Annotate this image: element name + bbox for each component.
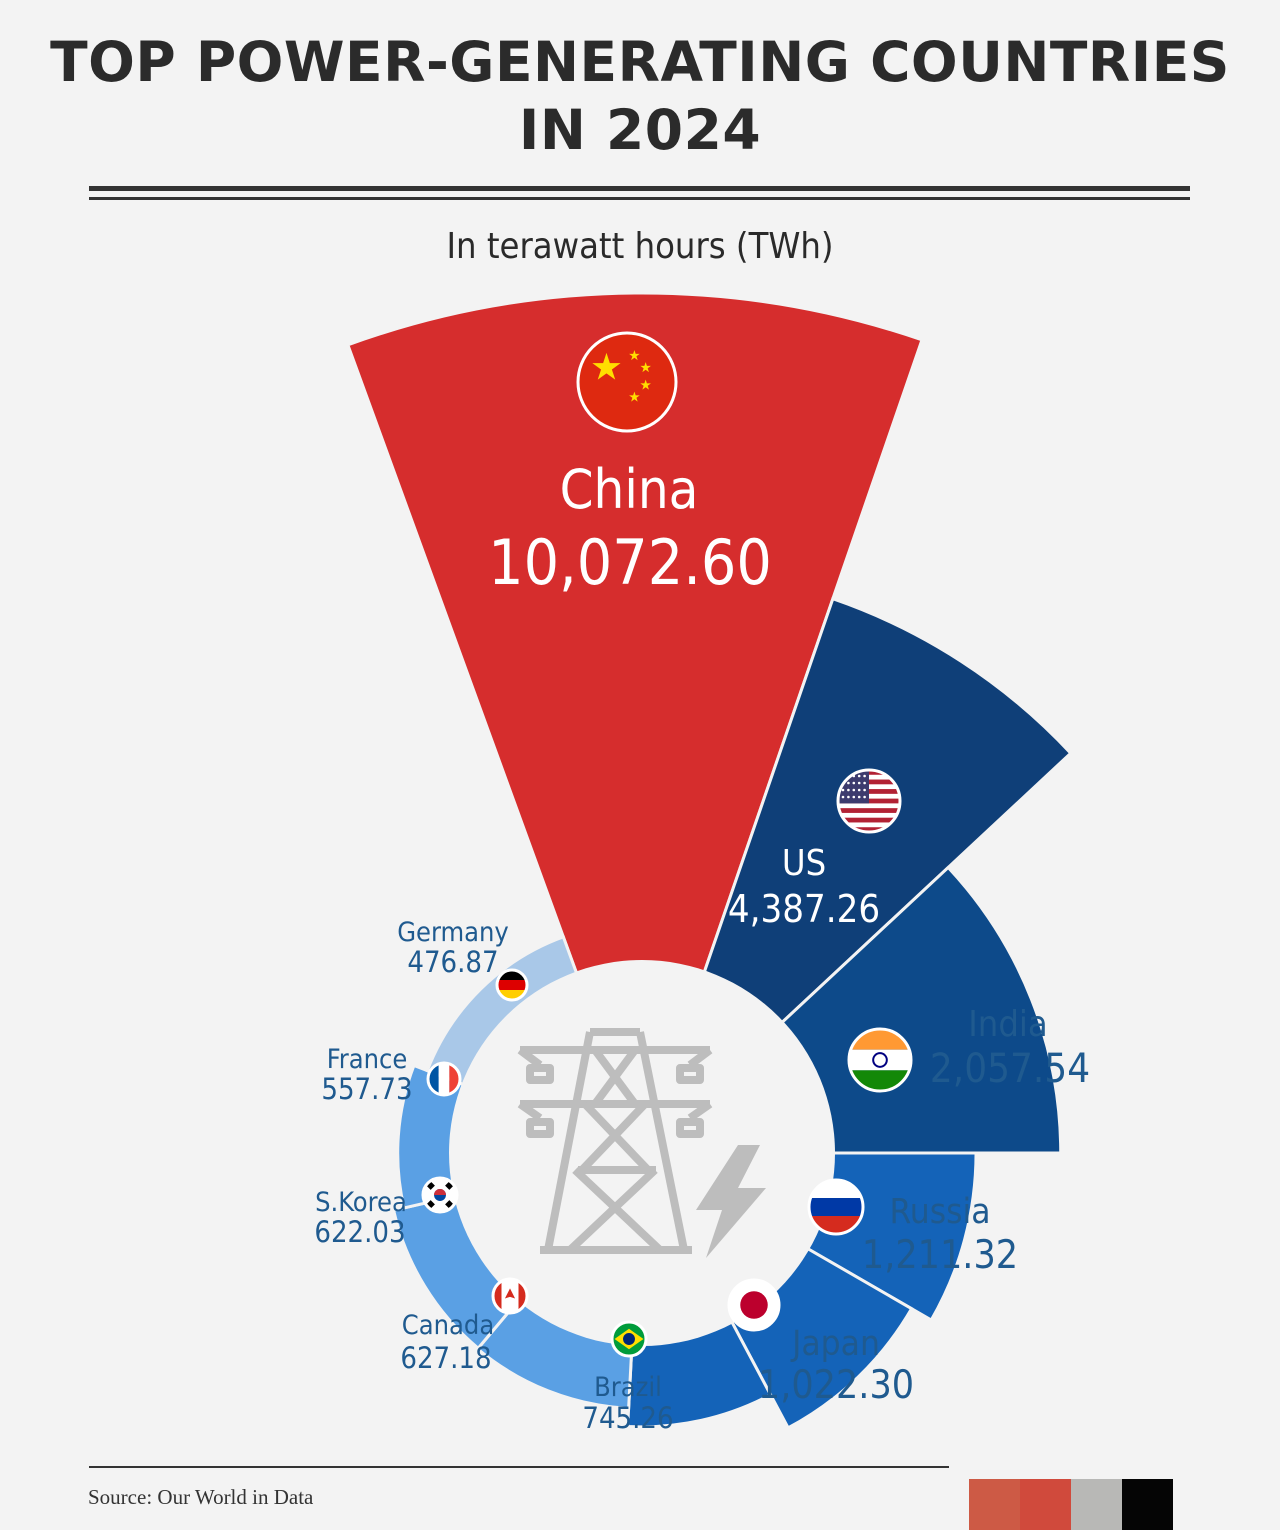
value-label-russia: 1,211.32: [862, 1233, 1018, 1278]
country-label-canada: Canada: [402, 1310, 494, 1341]
chart-subtitle: In terawatt hours (TWh): [446, 226, 834, 267]
svg-text:★: ★: [628, 390, 640, 406]
canada-flag-icon: [491, 1277, 529, 1315]
country-label-japan: Japan: [790, 1324, 880, 1364]
palette-swatch: [969, 1479, 1020, 1530]
source-note: Source: Our World in Data: [88, 1485, 314, 1509]
title-rule-thick: [89, 186, 1190, 191]
svg-text:★: ★: [639, 360, 651, 376]
country-label-brazil: Brazil: [594, 1372, 662, 1403]
palette-swatch: [1071, 1479, 1122, 1530]
japan-flag-icon: [727, 1278, 781, 1332]
svg-text:★: ★: [628, 348, 640, 364]
country-label-china: China: [560, 458, 699, 521]
chart-title-line2: IN 2024: [518, 98, 762, 162]
france-flag-icon: [426, 1061, 462, 1097]
palette-swatch: [1122, 1479, 1173, 1530]
footer-rule: [89, 1466, 949, 1468]
value-label-japan: 1,022.30: [758, 1363, 914, 1408]
chart-title-line1: TOP POWER-GENERATING COUNTRIES: [50, 30, 1230, 94]
value-label-canada: 627.18: [400, 1341, 491, 1375]
china-flag-icon: ★ ★★★★: [576, 331, 678, 433]
value-label-south-korea: 622.03: [314, 1215, 405, 1249]
russia-flag-icon: [807, 1178, 865, 1236]
brazil-flag-icon: [610, 1320, 648, 1358]
value-label-india: 2,057.54: [930, 1046, 1090, 1092]
title-rule-thin: [89, 197, 1190, 200]
svg-text:★: ★: [639, 377, 651, 393]
svg-text:★: ★: [590, 346, 623, 389]
value-label-france: 557.73: [321, 1072, 412, 1106]
value-label-china: 10,072.60: [488, 526, 772, 599]
country-label-us: US: [782, 843, 826, 884]
us-flag-icon: [836, 768, 902, 834]
value-label-brazil: 745.26: [582, 1401, 673, 1435]
palette-swatch: [1020, 1479, 1071, 1530]
country-label-india: India: [968, 1004, 1048, 1045]
country-label-russia: Russia: [889, 1192, 990, 1232]
country-label-south-korea: S.Korea: [315, 1187, 407, 1218]
lightning-icon: [696, 1145, 766, 1258]
power-tower-lightning-icon: [517, 1028, 713, 1254]
south-korea-flag-icon: [421, 1176, 459, 1214]
india-flag-icon: [847, 1027, 913, 1093]
value-label-germany: 476.87: [407, 945, 498, 979]
country-label-germany: Germany: [397, 917, 509, 948]
germany-flag-icon: [495, 968, 529, 1002]
country-label-france: France: [327, 1044, 408, 1075]
value-label-us: 4,387.26: [728, 887, 880, 931]
chart-title: TOP POWER-GENERATING COUNTRIES IN 2024: [0, 28, 1280, 164]
